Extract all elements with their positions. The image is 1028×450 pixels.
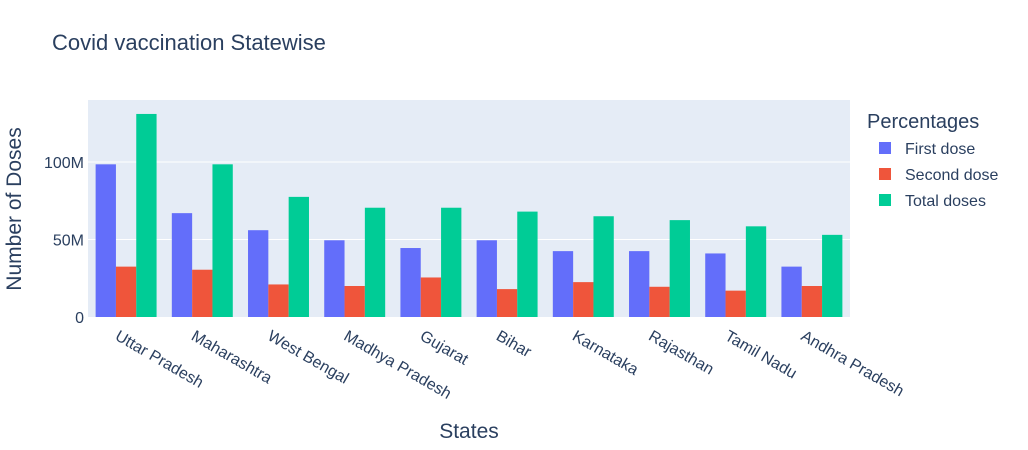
bar-first-dose[interactable] <box>95 164 116 317</box>
legend-title: Percentages <box>867 111 979 133</box>
bar-second-dose[interactable] <box>496 289 518 317</box>
legend[interactable]: Percentages First dose Second dose Total d… <box>867 111 999 210</box>
legend-item-label[interactable]: Total doses <box>905 193 986 210</box>
legend-swatch[interactable] <box>879 142 891 154</box>
y-tick-label: 0 <box>75 310 84 327</box>
bar-first-dose[interactable] <box>781 266 802 317</box>
bar-second-dose[interactable] <box>420 277 442 317</box>
x-tick-label: Gujarat <box>417 328 471 369</box>
bar-second-dose[interactable] <box>725 290 746 317</box>
bar-total-doses[interactable] <box>136 113 157 317</box>
y-tick-label: 50M <box>53 233 84 250</box>
bar-first-dose[interactable] <box>171 213 193 317</box>
bar-total-doses[interactable] <box>212 164 233 317</box>
legend-swatch[interactable] <box>879 194 891 206</box>
x-tick-label: Rajasthan <box>646 328 717 379</box>
bar-second-dose[interactable] <box>192 269 213 317</box>
bar-second-dose[interactable] <box>344 286 365 317</box>
legend-item-label[interactable]: First dose <box>905 141 975 158</box>
bar-second-dose[interactable] <box>801 286 823 317</box>
bar-total-doses[interactable] <box>593 216 614 317</box>
bar-second-dose[interactable] <box>649 286 670 317</box>
bar-first-dose[interactable] <box>324 240 345 317</box>
bar-first-dose[interactable] <box>552 251 574 317</box>
legend-item-label[interactable]: Second dose <box>905 167 999 184</box>
bar-total-doses[interactable] <box>669 220 690 317</box>
y-tick-label: 100M <box>44 155 84 172</box>
bar-second-dose[interactable] <box>573 282 594 317</box>
y-axis-title: Number of Doses <box>3 127 26 290</box>
bar-first-dose[interactable] <box>400 248 421 317</box>
x-axis-title: States <box>439 420 499 443</box>
bar-first-dose[interactable] <box>629 251 650 317</box>
bar-total-doses[interactable] <box>364 207 386 317</box>
bar-total-doses[interactable] <box>822 234 843 317</box>
chart-title: Covid vaccination Statewise <box>52 30 326 55</box>
legend-swatch[interactable] <box>879 168 891 180</box>
x-tick-label: Bihar <box>493 328 534 362</box>
bar-second-dose[interactable] <box>115 266 137 317</box>
bars <box>95 113 843 317</box>
x-tick-label: Karnataka <box>569 328 641 379</box>
bar-first-dose[interactable] <box>248 230 269 317</box>
x-tick-label: Tamil Nadu <box>722 328 800 383</box>
x-tick-label: Andhra Pradesh <box>798 328 907 401</box>
x-tick-label: West Bengal <box>265 328 352 388</box>
bar-first-dose[interactable] <box>476 240 497 317</box>
bar-total-doses[interactable] <box>517 211 538 317</box>
bar-second-dose[interactable] <box>268 284 289 317</box>
bar-first-dose[interactable] <box>705 253 726 317</box>
bar-total-doses[interactable] <box>745 226 767 317</box>
y-axis-ticks: 0 50M 100M <box>44 155 84 327</box>
bar-total-doses[interactable] <box>288 196 309 317</box>
bar-total-doses[interactable] <box>441 207 462 317</box>
